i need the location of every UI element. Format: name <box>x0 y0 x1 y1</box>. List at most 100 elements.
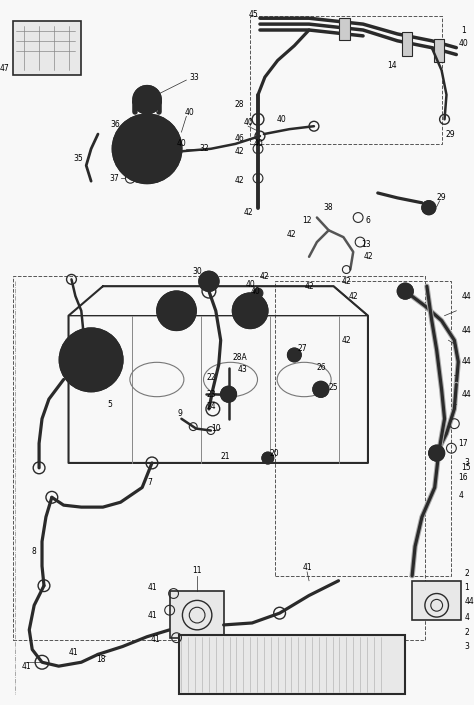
Text: 25: 25 <box>329 383 338 392</box>
Text: 24: 24 <box>206 403 216 412</box>
Circle shape <box>199 271 219 291</box>
Text: 41: 41 <box>147 611 157 620</box>
Text: 20: 20 <box>270 448 280 458</box>
Text: 40: 40 <box>184 108 194 117</box>
Text: 43: 43 <box>237 365 247 374</box>
Text: 21: 21 <box>221 452 230 460</box>
Text: 1: 1 <box>461 27 466 35</box>
Text: 44: 44 <box>464 597 474 606</box>
Text: 1: 1 <box>464 583 469 592</box>
Text: 27: 27 <box>297 343 307 352</box>
Text: 12: 12 <box>302 216 312 225</box>
Text: 3: 3 <box>464 642 469 651</box>
Text: 44: 44 <box>461 326 471 335</box>
Text: 33: 33 <box>189 73 199 82</box>
Text: 28: 28 <box>235 100 244 109</box>
Bar <box>338 18 350 39</box>
Text: 41: 41 <box>302 563 312 572</box>
Text: 17: 17 <box>458 439 468 448</box>
Circle shape <box>170 149 177 158</box>
Text: 42: 42 <box>243 208 253 217</box>
Text: 29: 29 <box>437 193 447 202</box>
Text: 14: 14 <box>388 61 397 70</box>
Text: 42: 42 <box>363 252 373 262</box>
Text: 40: 40 <box>243 118 253 127</box>
Text: 3: 3 <box>464 458 469 467</box>
Circle shape <box>83 352 99 368</box>
Bar <box>170 591 224 638</box>
Text: 18: 18 <box>96 655 106 664</box>
Bar <box>275 281 451 576</box>
Text: 4: 4 <box>464 613 469 622</box>
Text: 10: 10 <box>211 424 220 433</box>
Text: 42: 42 <box>260 272 270 281</box>
Circle shape <box>287 348 301 362</box>
Bar <box>13 21 81 75</box>
Text: 15: 15 <box>461 463 471 472</box>
Text: 44: 44 <box>461 357 471 367</box>
Circle shape <box>262 452 273 464</box>
Text: 37: 37 <box>110 173 119 183</box>
Bar <box>434 39 444 63</box>
Text: 41: 41 <box>150 635 160 644</box>
Text: 2: 2 <box>464 628 469 637</box>
Text: 36: 36 <box>111 120 120 129</box>
Text: 45: 45 <box>248 10 258 19</box>
Text: 26: 26 <box>316 363 326 372</box>
Circle shape <box>232 293 268 329</box>
Text: 5: 5 <box>107 400 112 408</box>
Bar <box>402 32 412 56</box>
Text: 40: 40 <box>458 39 468 48</box>
Bar <box>13 276 425 639</box>
Text: 40: 40 <box>250 287 260 295</box>
Text: 42: 42 <box>342 336 351 345</box>
Text: 7: 7 <box>147 478 153 487</box>
Text: 8: 8 <box>32 547 36 556</box>
Circle shape <box>113 114 182 183</box>
Text: 46: 46 <box>235 135 244 144</box>
Text: 4: 4 <box>458 491 463 500</box>
Text: 44: 44 <box>461 390 471 399</box>
Text: 23: 23 <box>206 390 216 399</box>
Text: 41: 41 <box>21 662 31 670</box>
Text: 9: 9 <box>177 410 182 418</box>
Text: 44: 44 <box>461 292 471 300</box>
Circle shape <box>157 291 196 331</box>
Text: 40: 40 <box>176 140 186 148</box>
Text: 6: 6 <box>365 216 370 225</box>
Bar <box>180 634 405 694</box>
Circle shape <box>221 386 237 402</box>
Text: 42: 42 <box>342 277 351 286</box>
Text: 16: 16 <box>458 473 468 482</box>
Text: 42: 42 <box>348 292 358 300</box>
Text: 29: 29 <box>446 130 455 139</box>
Text: 38: 38 <box>324 203 334 212</box>
Circle shape <box>253 288 263 298</box>
Text: 42: 42 <box>235 176 244 185</box>
Text: 41: 41 <box>69 648 78 657</box>
Text: 42: 42 <box>287 230 296 239</box>
Text: 28A: 28A <box>232 353 247 362</box>
Text: 22: 22 <box>206 373 216 382</box>
Circle shape <box>422 201 436 214</box>
Text: 32: 32 <box>199 145 209 153</box>
Circle shape <box>313 381 328 397</box>
Text: 30: 30 <box>192 267 202 276</box>
Text: 42: 42 <box>235 147 244 157</box>
Text: 40: 40 <box>277 115 286 124</box>
Text: 13: 13 <box>361 240 371 249</box>
Text: 40: 40 <box>253 140 263 148</box>
Bar <box>412 581 461 620</box>
Circle shape <box>133 86 161 114</box>
Text: 35: 35 <box>73 154 83 163</box>
Bar <box>250 16 442 144</box>
Text: 47: 47 <box>0 63 9 73</box>
Text: 41: 41 <box>147 583 157 592</box>
Text: 11: 11 <box>192 566 202 575</box>
Text: 42: 42 <box>304 282 314 290</box>
Circle shape <box>60 329 122 391</box>
Circle shape <box>429 446 445 461</box>
Text: 2: 2 <box>464 570 469 578</box>
Text: 40: 40 <box>246 280 255 289</box>
Circle shape <box>397 283 413 299</box>
